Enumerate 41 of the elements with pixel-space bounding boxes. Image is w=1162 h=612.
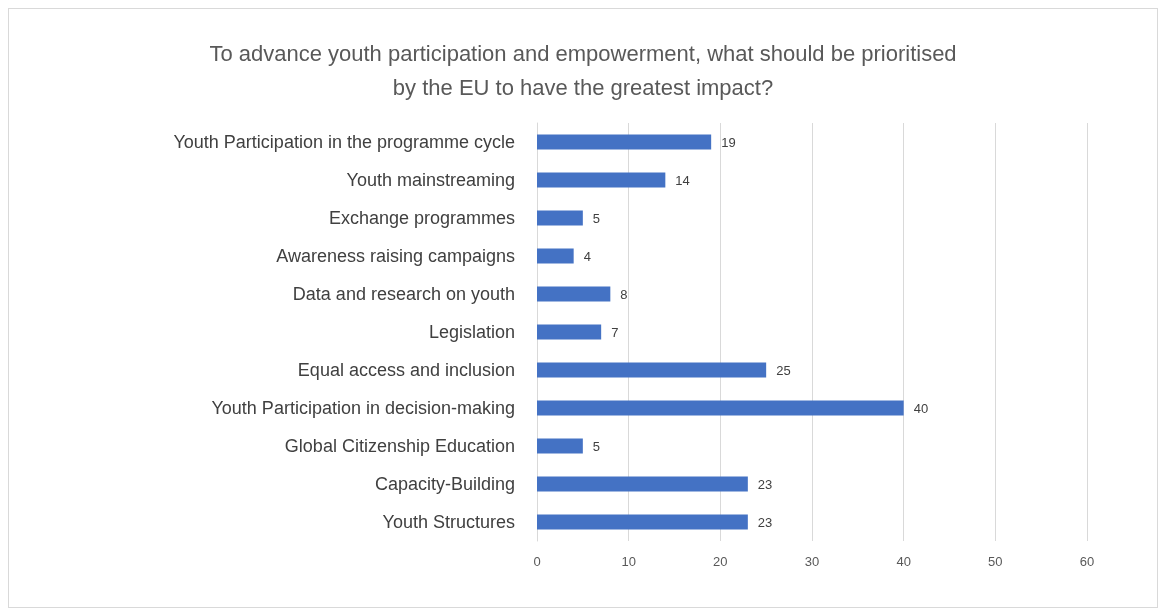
y-tick-label: Data and research on youth xyxy=(292,284,515,304)
data-label: 25 xyxy=(776,362,791,378)
bar xyxy=(537,476,748,492)
x-tick-label: 40 xyxy=(896,554,911,569)
y-tick-label: Youth mainstreaming xyxy=(346,170,515,190)
bar xyxy=(537,324,602,340)
x-tick-label: 30 xyxy=(804,554,820,569)
data-label: 40 xyxy=(913,400,929,416)
data-label: 14 xyxy=(675,172,690,188)
data-label: 4 xyxy=(583,248,591,264)
chart-title: To advance youth participation and empowerment, what should be prioritised by the EU to have the greatest impact? xyxy=(209,40,957,100)
data-label: 19 xyxy=(721,134,736,150)
data-label: 23 xyxy=(757,476,773,492)
y-tick-label: Equal access and inclusion xyxy=(297,360,515,380)
bar xyxy=(537,248,574,264)
bar xyxy=(537,362,767,378)
data-label: 23 xyxy=(757,514,773,530)
x-tick-label: 20 xyxy=(713,554,728,569)
y-tick-label: Youth Participation in decision-making xyxy=(211,398,515,418)
x-tick-label: 0 xyxy=(533,554,541,569)
data-label: 8 xyxy=(620,286,628,302)
bar xyxy=(537,400,904,416)
bar xyxy=(537,210,583,226)
x-tick-label: 10 xyxy=(621,554,636,569)
y-tick-label: Global Citizenship Education xyxy=(284,436,515,456)
data-label: 5 xyxy=(592,438,601,454)
y-tick-label: Awareness raising campaigns xyxy=(276,246,515,266)
data-label: 5 xyxy=(592,210,601,226)
bar xyxy=(537,172,666,188)
y-tick-label: Capacity-Building xyxy=(374,474,515,494)
y-tick-label: Exchange programmes xyxy=(328,208,515,228)
data-label: 7 xyxy=(611,324,619,340)
bar xyxy=(537,286,611,302)
y-tick-label: Youth Participation in the programme cycle xyxy=(173,132,515,152)
y-tick-label: Youth Structures xyxy=(382,512,515,532)
bar xyxy=(537,514,748,530)
bar xyxy=(537,438,583,454)
x-tick-label: 60 xyxy=(1079,554,1095,569)
bar xyxy=(537,134,712,150)
y-tick-label: Legislation xyxy=(428,322,515,342)
x-tick-label: 50 xyxy=(988,554,1003,569)
